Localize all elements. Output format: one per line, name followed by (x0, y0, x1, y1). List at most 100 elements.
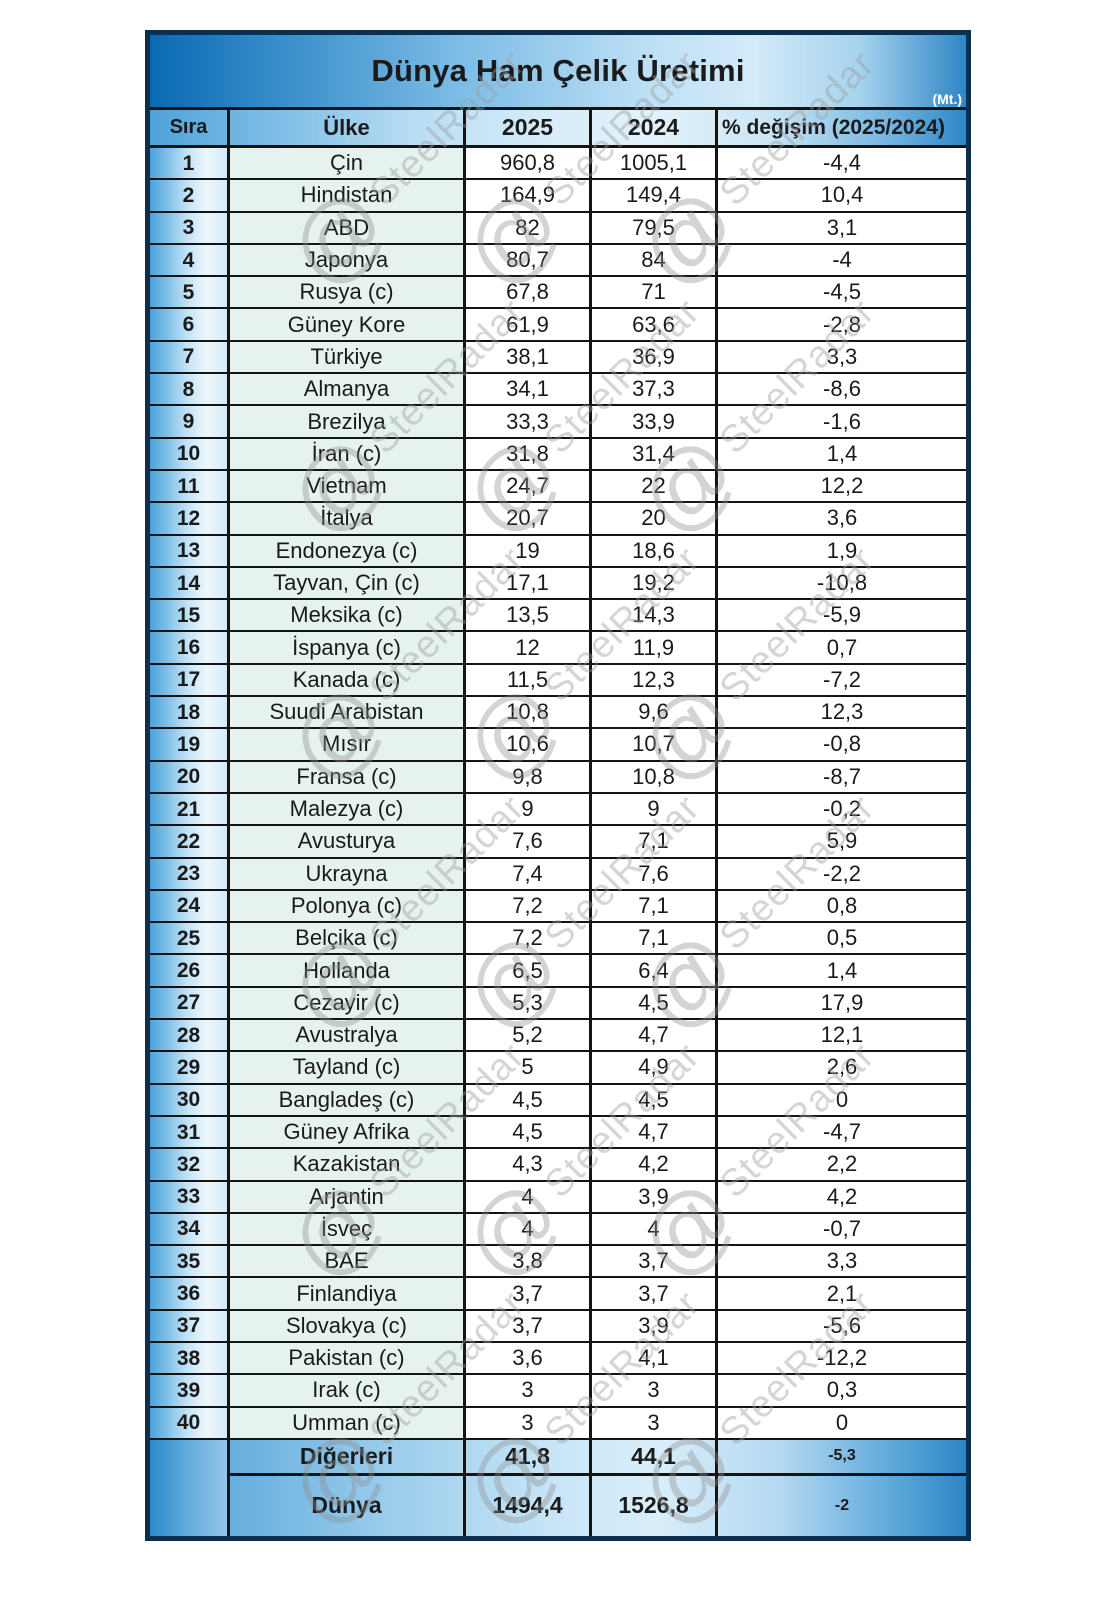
country-name: ABD (230, 212, 466, 243)
value-2025: 3,7 (466, 1310, 592, 1341)
rank-value: 2 (150, 180, 230, 211)
value-change: -0,7 (718, 1213, 966, 1245)
country-name: Slovakya (c) (230, 1310, 466, 1341)
table-row: 33 Arjantin 4 3,9 4,2 (150, 1181, 966, 1214)
country-name: Japonya (230, 244, 466, 276)
country-name: Finlandiya (230, 1278, 466, 1309)
value-2024: 4,1 (592, 1342, 718, 1374)
value-2025: 9 (466, 793, 592, 825)
rank-value: 11 (150, 470, 230, 502)
rank-value: 25 (150, 923, 230, 954)
value-2025: 80,7 (466, 244, 592, 276)
value-2024: 10,7 (592, 729, 718, 760)
value-2025: 5,2 (466, 1020, 592, 1051)
rank-value: 23 (150, 858, 230, 889)
table-row: 24 Polonya (c) 7,2 7,1 0,8 (150, 890, 966, 924)
rank-value: 8 (150, 374, 230, 405)
country-name: Tayland (c) (230, 1052, 466, 1083)
rank-value: 21 (150, 793, 230, 825)
rank-value: 33 (150, 1181, 230, 1212)
value-change: 2,6 (718, 1052, 966, 1083)
value-2024: 31,4 (592, 438, 718, 469)
value-2025: 3,7 (466, 1278, 592, 1309)
country-name: Malezya (c) (230, 793, 466, 825)
country-name: Türkiye (230, 341, 466, 373)
value-change: 0,3 (718, 1375, 966, 1406)
value-change: 12,2 (718, 470, 966, 502)
value-2025: 960,8 (466, 148, 592, 179)
value-change: -4 (718, 244, 966, 276)
table-row: 12 İtalya 20,7 20 3,6 (150, 503, 966, 536)
value-2024: 12,3 (592, 664, 718, 696)
value-change: 10,4 (718, 180, 966, 211)
value-change: -2,2 (718, 858, 966, 889)
rank-value: 18 (150, 697, 230, 728)
table-row: 10 İran (c) 31,8 31,4 1,4 (150, 438, 966, 471)
rank-value: 38 (150, 1342, 230, 1374)
country-name: İsveç (230, 1213, 466, 1245)
table-row: 23 Ukrayna 7,4 7,6 -2,2 (150, 858, 966, 891)
table-row: 15 Meksika (c) 13,5 14,3 -5,9 (150, 600, 966, 633)
rank-value: 4 (150, 244, 230, 276)
country-name: Bangladeş (c) (230, 1084, 466, 1115)
value-change: 17,9 (718, 987, 966, 1019)
table-title: Dünya Ham Çelik Üretimi (371, 53, 745, 88)
value-change: -7,2 (718, 664, 966, 696)
table-row: 6 Güney Kore 61,9 63,6 -2,8 (150, 309, 966, 342)
rank-value: 32 (150, 1149, 230, 1180)
value-change: 0 (718, 1084, 966, 1115)
rank-value: 37 (150, 1310, 230, 1341)
rank-value: 17 (150, 664, 230, 696)
country-name: Arjantin (230, 1181, 466, 1212)
value-2025: 7,2 (466, 923, 592, 954)
country-name: Tayvan, Çin (c) (230, 567, 466, 599)
value-2025: 4 (466, 1181, 592, 1212)
value-2025: 4,5 (466, 1116, 592, 1148)
country-name: Mısır (230, 729, 466, 760)
value-2024: 4,2 (592, 1149, 718, 1180)
footer-rank-merged-cell (150, 1439, 230, 1536)
footer-label: Diğerleri (230, 1439, 466, 1473)
rank-value: 13 (150, 535, 230, 566)
footer-value-change: -2 (834, 1496, 850, 1514)
value-2024: 4,5 (592, 1084, 718, 1115)
rank-value: 6 (150, 309, 230, 340)
value-2024: 3,7 (592, 1278, 718, 1309)
country-name: Pakistan (c) (230, 1342, 466, 1374)
country-name: Umman (c) (230, 1407, 466, 1438)
country-name: Ukrayna (230, 858, 466, 889)
table-row: 22 Avusturya 7,6 7,1 5,9 (150, 826, 966, 859)
value-2024: 10,8 (592, 761, 718, 792)
footer-value-2024: 1526,8 (592, 1475, 718, 1536)
value-2024: 4,9 (592, 1052, 718, 1083)
country-name: Hollanda (230, 955, 466, 986)
value-2025: 164,9 (466, 180, 592, 211)
value-2024: 3,9 (592, 1310, 718, 1341)
value-2024: 1005,1 (592, 148, 718, 179)
table-row: 20 Fransa (c) 9,8 10,8 -8,7 (150, 761, 966, 794)
col-header-2024: 2024 (592, 110, 718, 145)
country-name: Kanada (c) (230, 664, 466, 696)
value-2025: 6,5 (466, 955, 592, 986)
country-name: Kazakistan (230, 1149, 466, 1180)
value-2024: 9,6 (592, 697, 718, 728)
value-2025: 3 (466, 1407, 592, 1438)
steel-production-table: Dünya Ham Çelik Üretimi (Mt.) Sıra Ülke … (145, 30, 971, 1541)
value-2024: 63,6 (592, 309, 718, 340)
value-change: 0,8 (718, 890, 966, 922)
table-title-bar: Dünya Ham Çelik Üretimi (Mt.) (150, 35, 966, 110)
rank-value: 14 (150, 567, 230, 599)
value-2025: 34,1 (466, 374, 592, 405)
rank-value: 5 (150, 277, 230, 308)
footer-row-others: Diğerleri 41,8 44,1 -5,3 (230, 1439, 966, 1476)
table-row: 25 Belçika (c) 7,2 7,1 0,5 (150, 923, 966, 956)
value-change: -10,8 (718, 567, 966, 599)
value-2024: 7,1 (592, 826, 718, 857)
table-row: 37 Slovakya (c) 3,7 3,9 -5,6 (150, 1310, 966, 1343)
table-row: 5 Rusya (c) 67,8 71 -4,5 (150, 277, 966, 310)
table-row: 39 Irak (c) 3 3 0,3 (150, 1375, 966, 1408)
table-row: 11 Vietnam 24,7 22 12,2 (150, 470, 966, 504)
value-2025: 33,3 (466, 406, 592, 437)
value-2024: 71 (592, 277, 718, 308)
